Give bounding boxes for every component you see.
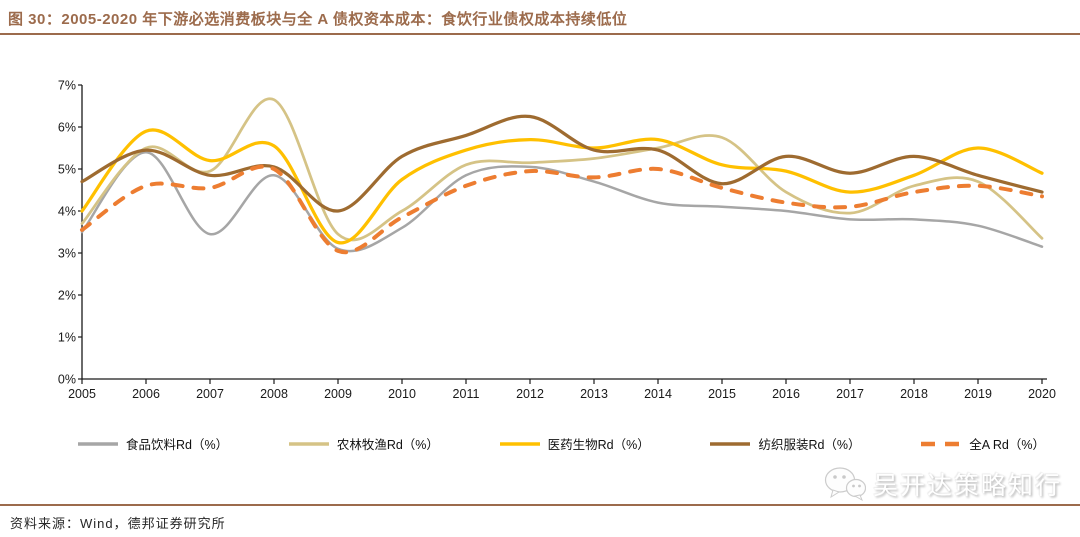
- legend-label-3: 纺织服装Rd（%）: [758, 438, 861, 452]
- legend-item-1: 农林牧渔Rd（%）: [288, 434, 439, 453]
- legend-swatch-4: [921, 441, 962, 446]
- svg-text:7%: 7%: [58, 79, 76, 93]
- watermark-text: 吴开达策略知行: [872, 472, 1062, 500]
- svg-text:2016: 2016: [772, 387, 800, 401]
- series-line-0: [80, 150, 1044, 253]
- svg-text:2012: 2012: [516, 387, 544, 401]
- legend-swatch-1: [288, 441, 329, 446]
- legend-item-3: 纺织服装Rd（%）: [709, 434, 861, 453]
- svg-text:2011: 2011: [453, 387, 480, 401]
- watermark: 吴开达策略知行: [824, 463, 1062, 505]
- svg-text:2%: 2%: [58, 289, 76, 303]
- chart-legend: 食品饮料Rd（%） 农林牧渔Rd（%） 医药生物Rd（%） 纺织服装Rd（%） 全A R…: [77, 434, 1045, 453]
- svg-text:0%: 0%: [58, 373, 76, 387]
- svg-text:2008: 2008: [260, 387, 288, 401]
- line-chart: 0% 1% 2% 3% 4% 5% 6% 7% 2005 2006 2007 2008 2009 2010…: [58, 79, 1056, 402]
- svg-text:2019: 2019: [964, 387, 992, 401]
- source-note: 资料来源：Wind，德邦证券研究所: [10, 516, 226, 531]
- series-line-4: [80, 164, 1044, 255]
- wechat-icon: [824, 467, 866, 502]
- svg-text:4%: 4%: [58, 205, 76, 219]
- series-line-1: [80, 97, 1044, 242]
- legend-swatch-0: [78, 441, 118, 446]
- series-line-3: [80, 114, 1044, 213]
- legend-item-2: 医药生物Rd（%）: [499, 434, 650, 453]
- legend-label-1: 农林牧渔Rd（%）: [336, 438, 439, 452]
- legend-swatch-2: [499, 441, 540, 446]
- svg-text:5%: 5%: [58, 163, 76, 177]
- legend-label-2: 医药生物Rd（%）: [547, 438, 650, 452]
- svg-text:6%: 6%: [58, 121, 76, 135]
- series-line-2: [80, 128, 1044, 245]
- svg-text:2010: 2010: [388, 387, 416, 401]
- svg-text:2020: 2020: [1028, 387, 1056, 401]
- legend-label-4: 全A Rd（%）: [969, 438, 1045, 452]
- svg-text:2006: 2006: [132, 387, 160, 401]
- svg-text:2018: 2018: [900, 387, 928, 401]
- svg-text:3%: 3%: [58, 247, 76, 261]
- svg-text:2005: 2005: [68, 387, 96, 401]
- legend-item-4: 全A Rd（%）: [920, 434, 1045, 453]
- legend-item-0: 食品饮料Rd（%）: [77, 434, 228, 453]
- svg-text:2007: 2007: [196, 387, 224, 401]
- svg-text:2015: 2015: [708, 387, 736, 401]
- legend-swatch-3: [710, 441, 751, 446]
- legend-label-0: 食品饮料Rd（%）: [126, 438, 229, 452]
- svg-text:2009: 2009: [324, 387, 352, 401]
- svg-text:2017: 2017: [836, 387, 864, 401]
- svg-text:2013: 2013: [580, 387, 608, 401]
- footer-divider: [0, 504, 1080, 506]
- title-divider: [0, 33, 1080, 35]
- svg-text:1%: 1%: [58, 331, 76, 345]
- svg-text:2014: 2014: [644, 387, 672, 401]
- figure-title: 图 30：2005-2020 年下游必选消费板块与全 A 债权资本成本：食饮行业…: [8, 11, 628, 28]
